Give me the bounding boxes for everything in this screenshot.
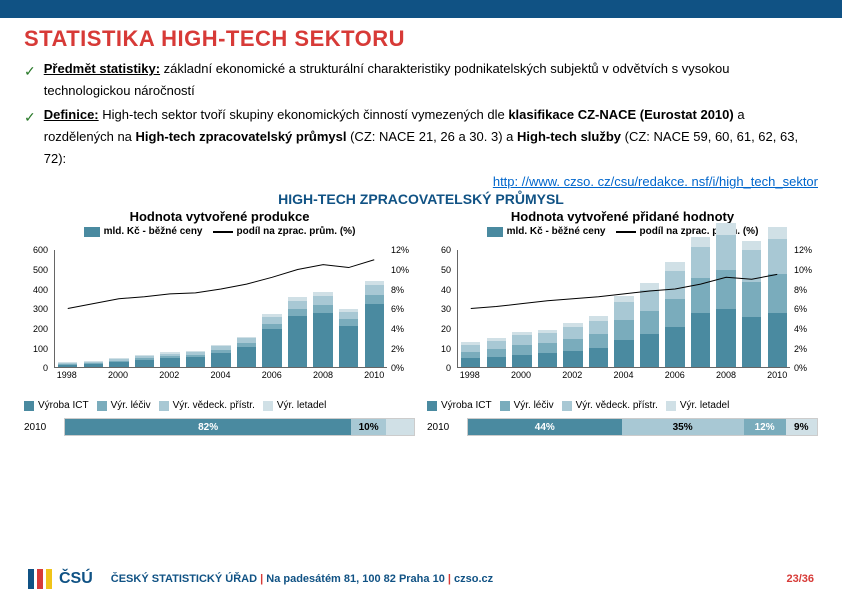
check-icon: ✓	[24, 106, 36, 170]
chart-title: Hodnota vytvořené produkce	[24, 209, 415, 224]
page-content: STATISTIKA HIGH-TECH SEKTORU ✓ Předmět s…	[0, 18, 842, 437]
share-year: 2010	[427, 422, 467, 433]
page-number: 23/36	[786, 573, 814, 585]
top-accent-bar	[0, 0, 842, 18]
chart-value-added: Hodnota vytvořené přidané hodnoty mld. K…	[427, 209, 818, 437]
footer: ČSÚ ČESKÝ STATISTICKÝ ÚŘAD | Na padesáté…	[0, 563, 842, 595]
csu-logo: ČSÚ	[28, 569, 93, 589]
series-legend: Výroba ICTVýr. léčivVýr. vědeck. přístr.…	[427, 400, 818, 411]
chart-production: Hodnota vytvořené produkce mld. Kč - běž…	[24, 209, 415, 437]
section-subtitle: HIGH-TECH ZPRACOVATELSKÝ PRŮMYSL	[24, 191, 818, 207]
source-link[interactable]: http: //www. czso. cz/csu/redakce. nsf/i…	[24, 174, 818, 189]
series-legend: Výroba ICTVýr. léčivVýr. vědeck. přístr.…	[24, 400, 415, 411]
bullet-list: ✓ Předmět statistiky: základní ekonomick…	[24, 58, 818, 170]
chart-title: Hodnota vytvořené přidané hodnoty	[427, 209, 818, 224]
share-bar-2010: 2010 82%10%	[24, 417, 415, 437]
footer-text: ČESKÝ STATISTICKÝ ÚŘAD | Na padesátém 81…	[111, 573, 493, 585]
share-bar-2010: 2010 44%35%12%9%	[427, 417, 818, 437]
check-icon: ✓	[24, 60, 36, 102]
page-title: STATISTIKA HIGH-TECH SEKTORU	[24, 26, 818, 52]
share-year: 2010	[24, 422, 64, 433]
